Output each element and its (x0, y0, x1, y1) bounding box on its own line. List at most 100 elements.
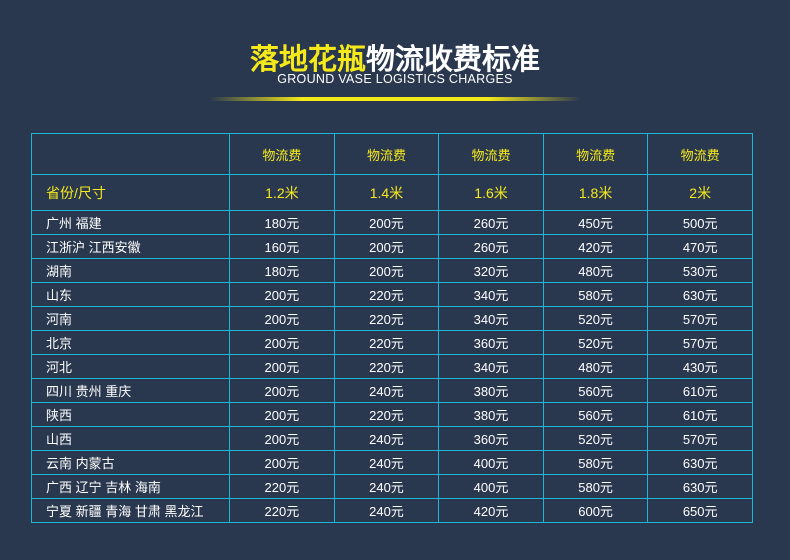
price-cell: 340元 (438, 354, 544, 379)
price-cell: 240元 (333, 450, 440, 475)
table-row: 广西 辽宁 吉林 海南 220元 240元 400元 580元 630元 (30, 474, 753, 499)
title-rest: 物流收费标准 (366, 42, 541, 76)
page-subtitle: GROUND VASE LOGISTICS CHARGES (277, 72, 513, 86)
price-cell: 200元 (333, 258, 440, 283)
price-cell: 630元 (647, 474, 753, 499)
price-cell: 260元 (438, 234, 544, 259)
price-cell: 520元 (542, 426, 649, 451)
price-cell: 480元 (542, 354, 649, 379)
price-cell: 240元 (333, 378, 440, 403)
price-cell: 360元 (438, 426, 544, 451)
table-row: 北京 200元 220元 360元 520元 570元 (30, 330, 753, 355)
province-cell: 江浙沪 江西安徽 (30, 234, 231, 259)
size-header: 1.8米 (542, 174, 649, 211)
logistics-fee-table: 物流费 物流费 物流费 物流费 物流费 省份/尺寸 1.2米 1.4米 1.6米… (30, 133, 753, 523)
fee-header: 物流费 (542, 133, 649, 175)
price-cell: 430元 (647, 354, 753, 379)
price-cell: 220元 (333, 330, 440, 355)
price-cell: 200元 (229, 282, 335, 307)
size-header: 1.4米 (333, 174, 440, 211)
price-cell: 400元 (438, 474, 544, 499)
province-cell: 湖南 (30, 258, 231, 283)
price-cell: 500元 (647, 210, 753, 235)
price-cell: 200元 (229, 330, 335, 355)
table-row: 江浙沪 江西安徽 160元 200元 260元 420元 470元 (30, 234, 753, 259)
fee-header: 物流费 (647, 133, 753, 175)
price-cell: 570元 (647, 426, 753, 451)
price-cell: 520元 (542, 330, 649, 355)
price-cell: 240元 (333, 474, 440, 499)
fee-header-row: 物流费 物流费 物流费 物流费 物流费 (30, 133, 753, 175)
province-cell: 山西 (30, 426, 231, 451)
empty-header-cell (30, 133, 231, 175)
price-cell: 260元 (438, 210, 544, 235)
row-header-label: 省份/尺寸 (30, 174, 231, 211)
price-cell: 340元 (438, 306, 544, 331)
price-cell: 200元 (229, 378, 335, 403)
price-cell: 340元 (438, 282, 544, 307)
table-row: 四川 贵州 重庆 200元 240元 380元 560元 610元 (30, 378, 753, 403)
size-header: 2米 (647, 174, 753, 211)
title-divider (210, 97, 580, 101)
price-cell: 180元 (229, 258, 335, 283)
table-row: 湖南 180元 200元 320元 480元 530元 (30, 258, 753, 283)
price-cell: 580元 (542, 474, 649, 499)
fee-header: 物流费 (229, 133, 335, 175)
price-cell: 360元 (438, 330, 544, 355)
price-cell: 240元 (333, 426, 440, 451)
price-cell: 380元 (438, 402, 544, 427)
size-header: 1.6米 (438, 174, 544, 211)
size-header: 1.2米 (229, 174, 335, 211)
table-row: 云南 内蒙古 200元 240元 400元 580元 630元 (30, 450, 753, 475)
price-cell: 480元 (542, 258, 649, 283)
price-cell: 570元 (647, 306, 753, 331)
price-cell: 200元 (333, 210, 440, 235)
price-cell: 630元 (647, 282, 753, 307)
price-cell: 610元 (647, 402, 753, 427)
size-header-row: 省份/尺寸 1.2米 1.4米 1.6米 1.8米 2米 (30, 174, 753, 211)
province-cell: 广西 辽宁 吉林 海南 (30, 474, 231, 499)
price-cell: 580元 (542, 282, 649, 307)
province-cell: 云南 内蒙古 (30, 450, 231, 475)
province-cell: 宁夏 新疆 青海 甘肃 黑龙江 (30, 498, 231, 523)
price-cell: 200元 (229, 354, 335, 379)
province-cell: 四川 贵州 重庆 (30, 378, 231, 403)
price-cell: 240元 (333, 498, 440, 523)
price-cell: 580元 (542, 450, 649, 475)
price-cell: 320元 (438, 258, 544, 283)
province-cell: 山东 (30, 282, 231, 307)
price-cell: 220元 (333, 354, 440, 379)
title-highlight: 落地花瓶 (249, 42, 366, 76)
table-row: 山东 200元 220元 340元 580元 630元 (30, 282, 753, 307)
table-row: 陕西 200元 220元 380元 560元 610元 (30, 402, 753, 427)
price-cell: 220元 (229, 474, 335, 499)
table-row: 河北 200元 220元 340元 480元 430元 (30, 354, 753, 379)
price-cell: 630元 (647, 450, 753, 475)
price-cell: 450元 (542, 210, 649, 235)
price-cell: 560元 (542, 402, 649, 427)
price-cell: 200元 (229, 306, 335, 331)
price-cell: 220元 (333, 282, 440, 307)
fee-header: 物流费 (438, 133, 544, 175)
price-cell: 530元 (647, 258, 753, 283)
province-cell: 河南 (30, 306, 231, 331)
price-cell: 600元 (542, 498, 649, 523)
page-title: 落地花瓶物流收费标准 (0, 36, 790, 78)
price-cell: 200元 (333, 234, 440, 259)
price-cell: 220元 (229, 498, 335, 523)
price-cell: 200元 (229, 426, 335, 451)
price-cell: 400元 (438, 450, 544, 475)
price-cell: 160元 (229, 234, 335, 259)
price-cell: 610元 (647, 378, 753, 403)
province-cell: 北京 (30, 330, 231, 355)
price-cell: 520元 (542, 306, 649, 331)
table-row: 广州 福建 180元 200元 260元 450元 500元 (30, 210, 753, 235)
price-cell: 220元 (333, 306, 440, 331)
table-row: 宁夏 新疆 青海 甘肃 黑龙江 220元 240元 420元 600元 650元 (30, 498, 753, 523)
price-cell: 570元 (647, 330, 753, 355)
fee-header: 物流费 (333, 133, 440, 175)
price-cell: 470元 (647, 234, 753, 259)
price-cell: 180元 (229, 210, 335, 235)
price-cell: 200元 (229, 450, 335, 475)
price-cell: 560元 (542, 378, 649, 403)
